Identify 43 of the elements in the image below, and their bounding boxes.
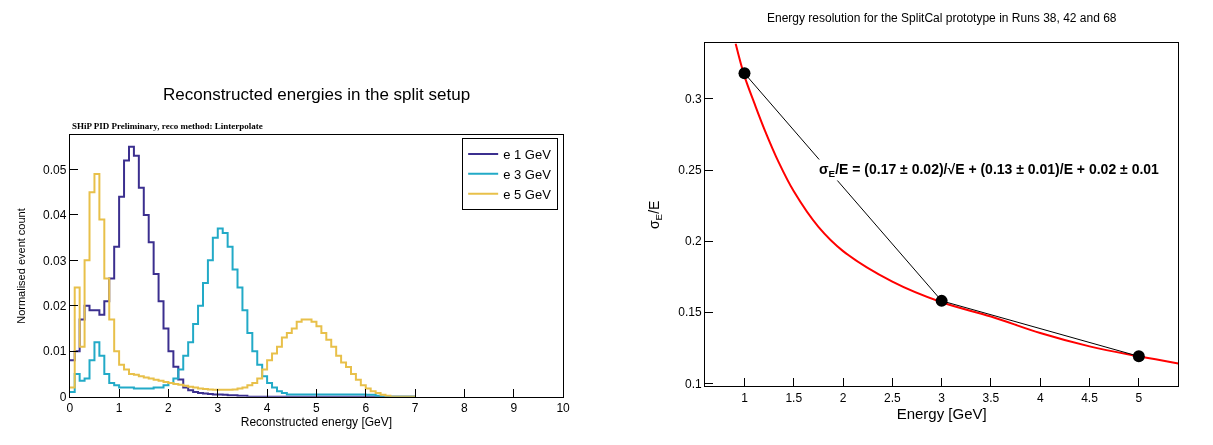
annotation: σ$_{E}$/E = (0.17 ± 0.02)/√E + (0.13 ± 0.01)/E + 0.02 ± 0.01 bbox=[819, 161, 1160, 179]
x-tick-label: 3.5 bbox=[982, 390, 1000, 405]
x-tick-label: 4 bbox=[1036, 390, 1044, 405]
x-tick-label: 4.5 bbox=[1081, 390, 1099, 405]
x-tick-label: 1 bbox=[115, 401, 123, 416]
y-tick-label: 0.05 bbox=[43, 162, 67, 177]
chart-title: Reconstructed energies in the split setup bbox=[163, 85, 471, 104]
legend-label: e 5 GeV bbox=[503, 186, 552, 202]
y-tick-label: 0.02 bbox=[43, 298, 67, 313]
x-tick-label: 1 bbox=[741, 390, 749, 405]
x-tick-label: 9 bbox=[510, 401, 518, 416]
y-tick-label: 0.2 bbox=[684, 234, 702, 249]
x-tick-label: 1.5 bbox=[785, 390, 803, 405]
x-tick-label: 6 bbox=[362, 401, 370, 416]
y-tick-label: 0.25 bbox=[678, 163, 702, 178]
x-tick-label: 8 bbox=[461, 401, 469, 416]
x-tick-label: 5 bbox=[1135, 390, 1143, 405]
chart-title: Energy resolution for the SplitCal prototype in Runs 38, 42 and 68 bbox=[767, 11, 1117, 25]
x-tick-label: 5 bbox=[313, 401, 321, 416]
x-tick-label: 2 bbox=[165, 401, 173, 416]
x-tick-label: 2 bbox=[839, 390, 847, 405]
y-tick-label: 0.15 bbox=[678, 305, 702, 320]
x-tick-label: 3 bbox=[938, 390, 946, 405]
x-tick-label: 4 bbox=[263, 401, 271, 416]
y-axis-title: Normalised event count bbox=[14, 208, 27, 324]
x-tick-label: 7 bbox=[411, 401, 419, 416]
point bbox=[1132, 350, 1145, 363]
y-tick-label: 0.1 bbox=[684, 376, 702, 391]
x-tick-label: 2.5 bbox=[884, 390, 902, 405]
point bbox=[738, 67, 751, 80]
x-tick-label: 3 bbox=[214, 401, 222, 416]
y-tick-label: 0.03 bbox=[43, 253, 67, 268]
y-tick-label: 0.01 bbox=[43, 344, 67, 359]
y-tick-label: 0.04 bbox=[43, 208, 67, 223]
line-series bbox=[734, 43, 1179, 365]
x-axis-title: Reconstructed energy [GeV] bbox=[240, 415, 393, 430]
y-tick-label: 0.3 bbox=[684, 92, 702, 107]
x-tick-label: 10 bbox=[556, 401, 571, 416]
legend-label: e 1 GeV bbox=[503, 147, 552, 163]
x-axis-title: Energy [GeV] bbox=[896, 404, 987, 422]
legend-label: e 3 GeV bbox=[503, 166, 552, 182]
chart-subtitle: SHiP PID Preliminary, reco method: Linterpolate bbox=[72, 121, 263, 131]
point bbox=[935, 294, 948, 307]
